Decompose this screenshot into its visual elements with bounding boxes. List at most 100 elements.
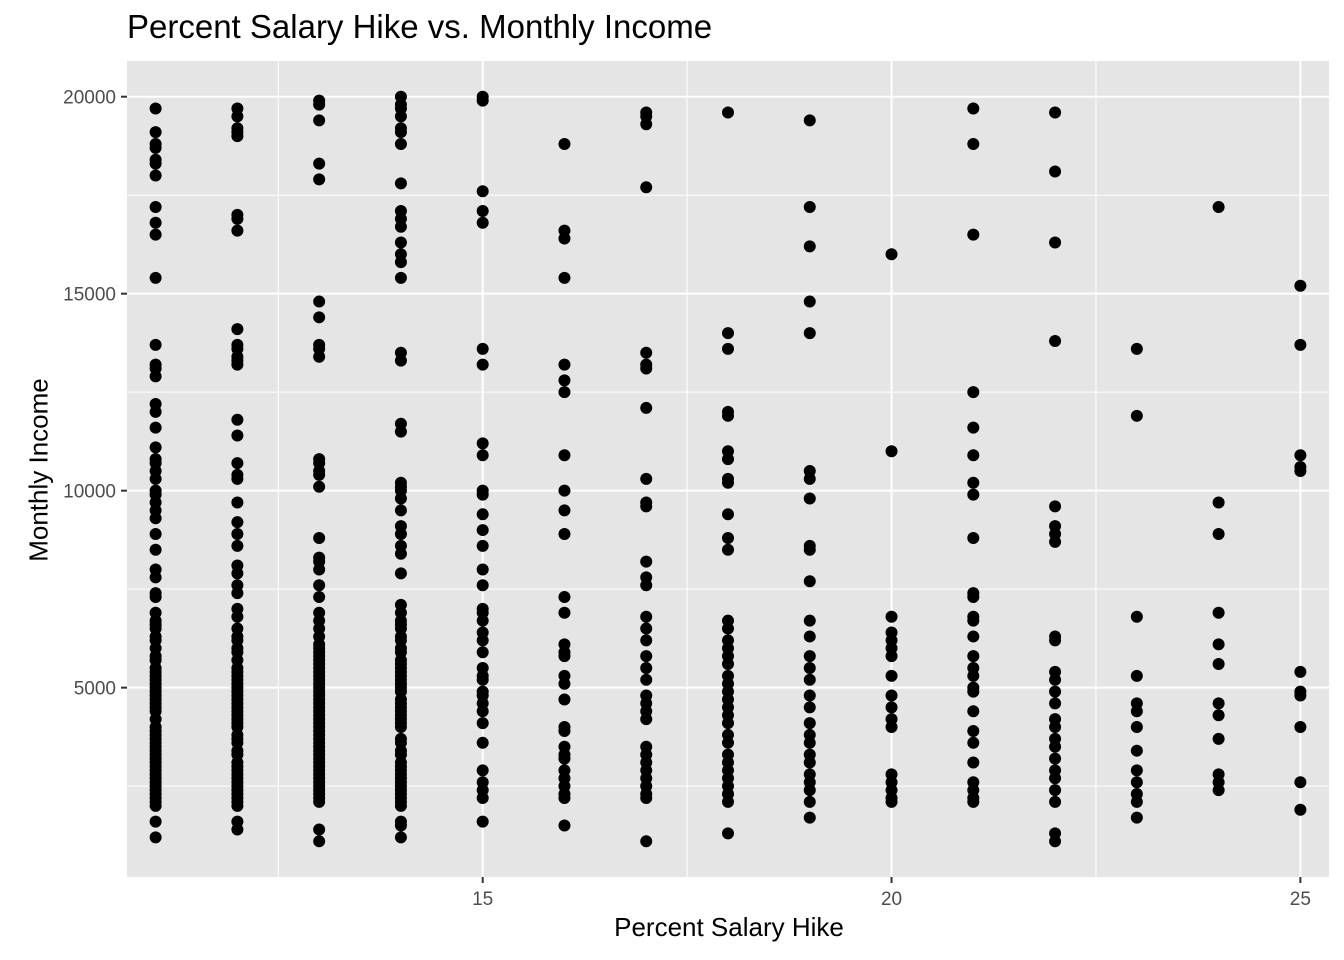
data-point bbox=[313, 551, 326, 564]
data-point bbox=[722, 669, 734, 682]
data-point bbox=[967, 488, 980, 501]
data-point bbox=[640, 496, 653, 509]
data-point bbox=[231, 224, 244, 237]
data-point bbox=[313, 480, 326, 493]
data-point bbox=[640, 106, 653, 119]
data-point bbox=[558, 358, 571, 371]
data-points bbox=[149, 90, 1307, 848]
data-point bbox=[558, 693, 571, 706]
data-point bbox=[558, 721, 571, 734]
data-point bbox=[1049, 500, 1062, 513]
data-point bbox=[1212, 732, 1225, 745]
data-point bbox=[803, 295, 816, 308]
data-point bbox=[476, 342, 489, 355]
data-point bbox=[1049, 827, 1062, 840]
data-point bbox=[967, 228, 980, 241]
data-point bbox=[1049, 732, 1062, 745]
data-point bbox=[394, 598, 407, 611]
data-point bbox=[640, 571, 653, 584]
data-point bbox=[231, 602, 244, 615]
data-point bbox=[313, 606, 326, 619]
data-point bbox=[1130, 697, 1143, 710]
data-point bbox=[558, 764, 571, 777]
data-point bbox=[476, 524, 489, 537]
data-point bbox=[313, 591, 326, 604]
data-point bbox=[1130, 811, 1143, 824]
data-point bbox=[885, 768, 898, 781]
data-point bbox=[558, 591, 571, 604]
data-point bbox=[722, 445, 734, 458]
data-point bbox=[476, 602, 489, 615]
data-point bbox=[967, 137, 980, 150]
data-point bbox=[476, 685, 489, 698]
data-point bbox=[394, 476, 407, 489]
data-point bbox=[476, 717, 489, 730]
data-point bbox=[1130, 744, 1143, 757]
data-point bbox=[1212, 638, 1225, 651]
x-axis-ticks: 15 20 25 bbox=[472, 877, 1311, 910]
data-point bbox=[476, 736, 489, 749]
data-point bbox=[394, 815, 407, 828]
data-point bbox=[476, 776, 489, 789]
data-point bbox=[231, 468, 244, 481]
data-point bbox=[803, 614, 816, 627]
data-point bbox=[231, 579, 244, 592]
data-point bbox=[476, 579, 489, 592]
data-point bbox=[885, 701, 898, 714]
data-point bbox=[558, 669, 571, 682]
data-point bbox=[640, 555, 653, 568]
data-point bbox=[149, 216, 162, 229]
data-point bbox=[149, 201, 162, 214]
data-point bbox=[149, 421, 162, 434]
data-point bbox=[803, 630, 816, 643]
data-point bbox=[1212, 201, 1225, 214]
data-point bbox=[722, 106, 734, 119]
data-point bbox=[967, 102, 980, 115]
data-point bbox=[476, 204, 489, 217]
data-point bbox=[803, 768, 816, 781]
data-point bbox=[803, 748, 816, 761]
data-point bbox=[967, 661, 980, 674]
data-point bbox=[313, 173, 326, 186]
y-tick-label: 10000 bbox=[63, 482, 116, 503]
data-point bbox=[722, 827, 734, 840]
data-point bbox=[640, 634, 653, 647]
data-point bbox=[1212, 496, 1225, 509]
data-point bbox=[313, 453, 326, 466]
data-point bbox=[558, 484, 571, 497]
data-point bbox=[1294, 721, 1307, 734]
data-point bbox=[640, 472, 653, 485]
data-point bbox=[149, 606, 162, 619]
data-point bbox=[558, 740, 571, 753]
data-point bbox=[149, 153, 162, 166]
data-point bbox=[1294, 685, 1307, 698]
data-point bbox=[722, 543, 734, 556]
data-point bbox=[149, 831, 162, 844]
data-point bbox=[967, 531, 980, 544]
data-point bbox=[1212, 709, 1225, 722]
data-point bbox=[558, 528, 571, 541]
data-point bbox=[476, 815, 489, 828]
data-point bbox=[1212, 768, 1225, 781]
data-point bbox=[149, 271, 162, 284]
data-point bbox=[394, 831, 407, 844]
data-point bbox=[394, 504, 407, 517]
data-point bbox=[967, 610, 980, 623]
data-point bbox=[394, 346, 407, 359]
data-point bbox=[1294, 338, 1307, 351]
data-point bbox=[1049, 630, 1062, 643]
data-point bbox=[394, 567, 407, 580]
data-point bbox=[967, 476, 980, 489]
data-point bbox=[885, 445, 898, 458]
data-point bbox=[885, 689, 898, 702]
data-point bbox=[1049, 665, 1062, 678]
data-point bbox=[231, 815, 244, 828]
data-point bbox=[231, 208, 244, 221]
data-point bbox=[885, 248, 898, 261]
data-point bbox=[722, 327, 734, 340]
data-point bbox=[885, 713, 898, 726]
data-point bbox=[640, 740, 653, 753]
data-point bbox=[476, 449, 489, 462]
data-point bbox=[149, 563, 162, 576]
